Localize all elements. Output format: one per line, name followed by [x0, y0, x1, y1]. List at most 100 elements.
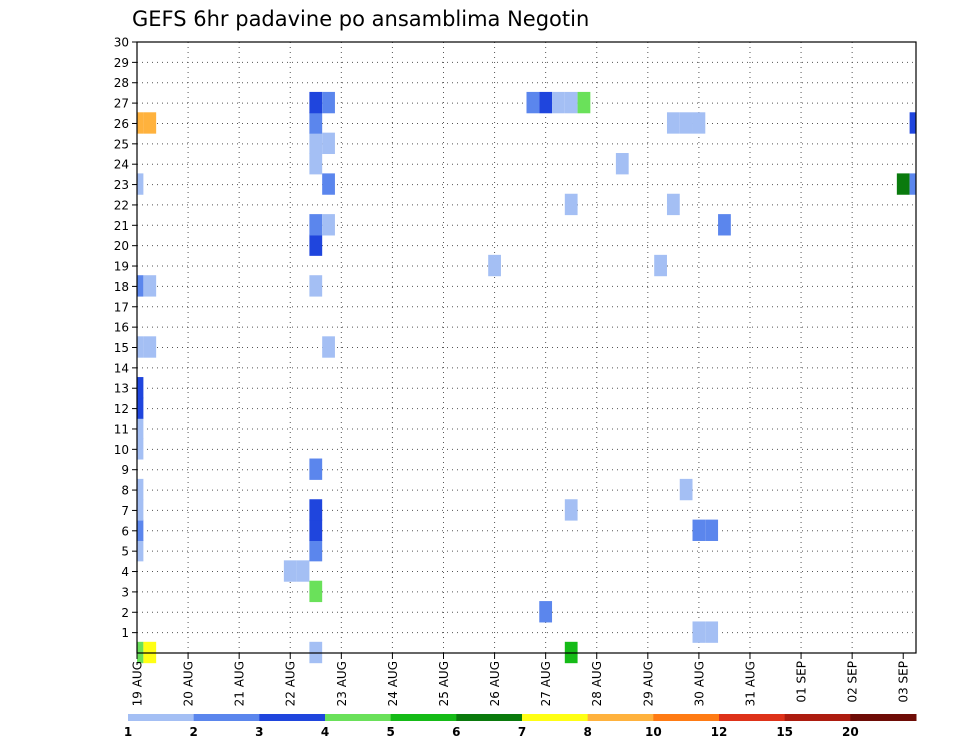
ensemble-cell — [137, 336, 144, 358]
y-tick-label: 17 — [114, 300, 129, 314]
colorbar-segment — [390, 714, 457, 721]
ensemble-cell — [539, 91, 553, 114]
ensemble-cell — [309, 580, 323, 603]
colorbar-segment — [850, 714, 917, 721]
ensemble-cell — [137, 112, 144, 134]
grid-lines — [137, 41, 916, 653]
colorbar-label: 8 — [583, 725, 591, 739]
y-tick-label: 22 — [114, 198, 129, 212]
x-tick-label: 25 AUG — [437, 661, 451, 706]
ensemble-cell — [705, 519, 719, 541]
x-tick-label: 01 SEP — [795, 661, 809, 703]
y-tick-label: 25 — [114, 137, 129, 151]
y-tick-label: 5 — [121, 545, 129, 559]
y-tick-label: 19 — [114, 260, 129, 274]
y-tick-label: 1 — [121, 626, 129, 640]
ensemble-cell — [322, 173, 335, 195]
ensemble-cell — [137, 275, 144, 297]
y-axis: 1234567891011121314151617181920212223242… — [114, 36, 137, 640]
x-tick-label: 29 AUG — [641, 661, 655, 706]
ensemble-cell — [137, 519, 144, 541]
ensemble-cell — [309, 132, 323, 155]
ensemble-cell — [564, 193, 578, 216]
y-tick-label: 15 — [114, 341, 129, 355]
ensemble-cell — [564, 499, 578, 521]
y-tick-label: 16 — [114, 321, 129, 335]
ensemble-cell — [322, 91, 335, 114]
x-tick-label: 03 SEP — [897, 661, 911, 703]
ensemble-cell — [692, 112, 706, 134]
y-tick-label: 26 — [114, 117, 129, 131]
ensemble-cell — [309, 539, 323, 562]
y-tick-label: 7 — [121, 504, 129, 518]
ensemble-cell — [137, 499, 144, 521]
colorbar-segment — [325, 714, 392, 721]
x-tick-label: 27 AUG — [539, 661, 553, 706]
ensemble-cell — [322, 336, 335, 358]
y-tick-label: 29 — [114, 56, 129, 70]
x-tick-label: 19 AUG — [131, 661, 145, 706]
ensemble-cell — [577, 91, 591, 114]
ensemble-cell — [526, 91, 540, 114]
colorbar-segment — [587, 714, 654, 721]
ensemble-cell — [705, 621, 719, 643]
ensemble-cell — [666, 193, 680, 216]
colorbar-legend: 1 2 3 4 5 6 7 8 10 12 15 20 — [124, 714, 917, 739]
y-tick-label: 27 — [114, 97, 129, 111]
colorbar-segment — [456, 714, 523, 721]
ensemble-cell — [539, 601, 553, 623]
ensemble-cell — [309, 214, 323, 236]
y-tick-label: 14 — [114, 361, 129, 375]
colorbar-label: 1 — [124, 725, 132, 739]
colorbar-segment — [259, 714, 326, 721]
x-tick-label: 31 AUG — [743, 661, 757, 706]
y-tick-label: 11 — [114, 422, 129, 436]
y-tick-label: 10 — [114, 443, 129, 457]
y-tick-label: 28 — [114, 76, 129, 90]
colorbar-label: 12 — [711, 725, 728, 739]
y-tick-label: 6 — [121, 524, 129, 538]
ensemble-cells — [137, 91, 916, 664]
ensemble-cell — [322, 132, 335, 155]
x-tick-label: 22 AUG — [284, 661, 298, 706]
colorbar-label: 5 — [386, 725, 394, 739]
colorbar-label: 6 — [452, 725, 460, 739]
ensemble-cell — [137, 377, 144, 399]
y-tick-label: 3 — [121, 585, 129, 599]
y-tick-label: 9 — [121, 463, 129, 477]
x-tick-label: 26 AUG — [488, 661, 502, 706]
x-tick-label: 21 AUG — [233, 661, 247, 706]
y-tick-label: 4 — [121, 565, 129, 579]
ensemble-cell — [679, 112, 693, 134]
colorbar-segment — [653, 714, 720, 721]
y-tick-label: 2 — [121, 606, 129, 620]
ensemble-cell — [137, 478, 144, 501]
colorbar-segment — [719, 714, 786, 721]
colorbar-label: 15 — [776, 725, 793, 739]
ensemble-cell — [718, 214, 731, 236]
ensemble-cell — [309, 112, 323, 134]
ensemble-cell — [137, 539, 144, 562]
colorbar-label: 4 — [321, 725, 329, 739]
ensemble-cell — [552, 91, 565, 114]
ensemble-cell — [692, 621, 706, 643]
y-tick-label: 13 — [114, 382, 129, 396]
ensemble-cell — [309, 91, 323, 114]
ensemble-cell — [309, 519, 323, 541]
y-tick-label: 20 — [114, 239, 129, 253]
x-tick-label: 30 AUG — [692, 661, 706, 706]
ensemble-cell — [654, 254, 667, 277]
colorbar-label: 20 — [842, 725, 859, 739]
x-tick-label: 24 AUG — [386, 661, 400, 706]
ensemble-cell — [679, 478, 693, 501]
x-tick-label: 02 SEP — [846, 661, 860, 703]
ensemble-cell — [909, 112, 916, 134]
ensemble-cell — [137, 438, 144, 460]
ensemble-cell — [896, 173, 910, 195]
ensemble-cell — [615, 153, 629, 175]
ensemble-cell — [564, 91, 578, 114]
ensemble-cell — [309, 153, 323, 175]
y-tick-label: 18 — [114, 280, 129, 294]
ensemble-cell — [137, 173, 144, 195]
